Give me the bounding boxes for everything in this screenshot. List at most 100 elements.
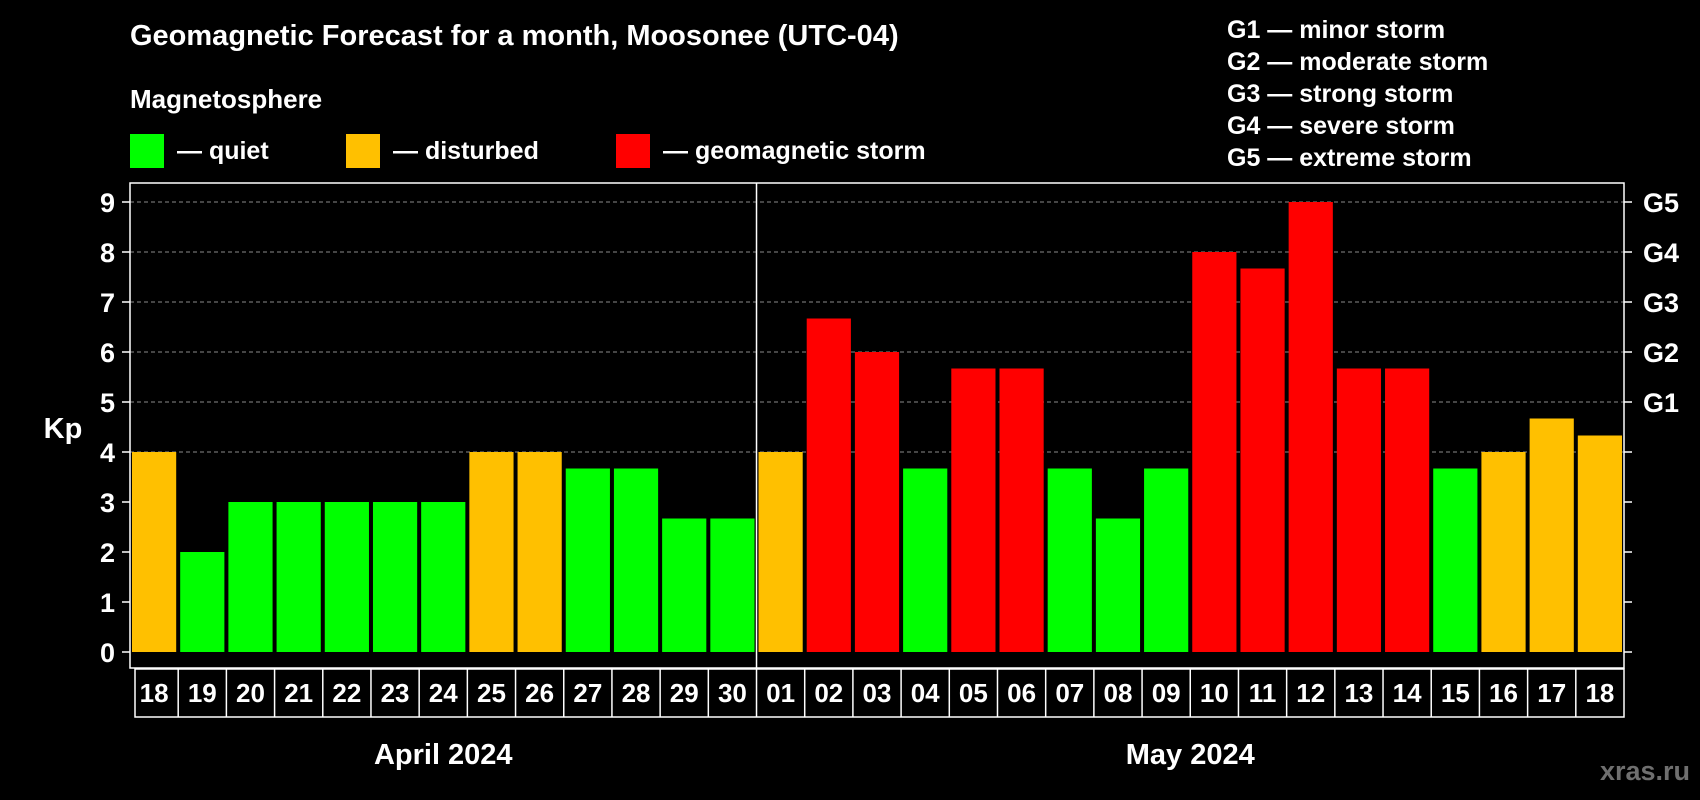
date-label-0: 18 xyxy=(140,678,169,708)
bar-30 xyxy=(1577,435,1622,652)
g-scale-label-G3: G3 xyxy=(1643,288,1679,318)
date-label-14: 02 xyxy=(814,678,843,708)
bar-6 xyxy=(421,502,466,652)
bar-7 xyxy=(469,452,514,652)
y-tick-label-4: 4 xyxy=(100,438,115,468)
legend-storm: — geomagnetic storm xyxy=(616,134,926,168)
storm-scale-g1: G1 — minor storm xyxy=(1227,16,1446,44)
y-tick-label-0: 0 xyxy=(100,638,115,668)
date-label-5: 23 xyxy=(381,678,410,708)
watermark: xras.ru xyxy=(1599,756,1690,786)
date-label-25: 13 xyxy=(1344,678,1373,708)
plot-frame xyxy=(129,182,1625,669)
g-scale-label-G2: G2 xyxy=(1643,338,1679,368)
legend-disturbed-swatch xyxy=(346,134,380,168)
date-label-20: 08 xyxy=(1104,678,1133,708)
bar-5 xyxy=(372,502,418,652)
legend-quiet-swatch xyxy=(130,134,164,168)
date-label-11: 29 xyxy=(670,678,699,708)
bar-8 xyxy=(517,452,562,652)
bar-13 xyxy=(758,452,803,652)
date-label-26: 14 xyxy=(1393,678,1422,708)
date-label-18: 06 xyxy=(1007,678,1036,708)
legend-quiet: — quiet xyxy=(130,134,269,168)
legend-disturbed-label: — disturbed xyxy=(393,136,539,165)
bar-28 xyxy=(1481,452,1526,652)
y-tick-label-9: 9 xyxy=(100,188,115,218)
date-label-30: 18 xyxy=(1585,678,1614,708)
bar-23 xyxy=(1240,268,1285,652)
legend-storm-swatch xyxy=(616,134,650,168)
date-label-23: 11 xyxy=(1249,678,1277,708)
date-label-3: 21 xyxy=(284,678,313,708)
y-tick-label-2: 2 xyxy=(100,538,115,568)
date-label-6: 24 xyxy=(429,678,458,708)
legend-disturbed: — disturbed xyxy=(346,134,539,168)
date-row-frame xyxy=(134,668,1625,718)
y-axis-label: Kp xyxy=(44,413,83,445)
date-label-12: 30 xyxy=(718,678,747,708)
date-label-4: 22 xyxy=(332,678,361,708)
bar-11 xyxy=(662,518,707,652)
bar-24 xyxy=(1288,202,1333,652)
y-tick-label-6: 6 xyxy=(100,338,115,368)
date-label-21: 09 xyxy=(1152,678,1181,708)
chart-title: Geomagnetic Forecast for a month, Mooson… xyxy=(130,20,899,52)
bar-10 xyxy=(613,468,659,652)
bar-1 xyxy=(180,552,225,652)
date-label-17: 05 xyxy=(959,678,988,708)
bar-3 xyxy=(276,502,321,652)
bar-17 xyxy=(951,368,996,652)
bar-2 xyxy=(228,502,273,652)
date-label-27: 15 xyxy=(1441,678,1470,708)
legend-storm-label: — geomagnetic storm xyxy=(663,136,926,165)
y-tick-label-8: 8 xyxy=(100,238,115,268)
bar-26 xyxy=(1385,368,1430,652)
bar-16 xyxy=(903,468,948,652)
month-label-0: April 2024 xyxy=(374,739,513,771)
date-label-22: 10 xyxy=(1200,678,1229,708)
date-label-9: 27 xyxy=(573,678,602,708)
date-label-1: 19 xyxy=(188,678,217,708)
bar-12 xyxy=(710,518,755,652)
g-scale-label-G1: G1 xyxy=(1643,388,1679,418)
bar-25 xyxy=(1336,368,1382,652)
date-label-16: 04 xyxy=(911,678,940,708)
date-label-28: 16 xyxy=(1489,678,1518,708)
storm-scale-g2: G2 — moderate storm xyxy=(1227,48,1489,76)
y-tick-label-5: 5 xyxy=(100,388,115,418)
y-tick-label-3: 3 xyxy=(100,488,115,518)
storm-scale-g4: G4 — severe storm xyxy=(1227,112,1455,140)
bar-9 xyxy=(565,468,610,652)
storm-scale-legend: G1 — minor storm G2 — moderate storm G3 … xyxy=(1227,14,1488,174)
bar-20 xyxy=(1095,518,1141,652)
bar-14 xyxy=(806,318,851,652)
y-tick-label-1: 1 xyxy=(100,588,115,618)
date-label-15: 03 xyxy=(863,678,892,708)
date-label-24: 12 xyxy=(1296,678,1325,708)
bar-15 xyxy=(854,352,900,652)
date-label-7: 25 xyxy=(477,678,506,708)
bar-4 xyxy=(324,502,369,652)
storm-scale-g5: G5 — extreme storm xyxy=(1227,144,1472,172)
legend-quiet-label: — quiet xyxy=(177,136,269,165)
date-label-8: 26 xyxy=(525,678,554,708)
y-tick-label-7: 7 xyxy=(100,288,115,318)
bar-19 xyxy=(1047,468,1092,652)
date-label-29: 17 xyxy=(1537,678,1566,708)
date-label-19: 07 xyxy=(1055,678,1084,708)
bar-27 xyxy=(1433,468,1478,652)
bar-21 xyxy=(1144,468,1189,652)
g-scale-label-G4: G4 xyxy=(1643,238,1679,268)
bar-0 xyxy=(132,452,177,652)
month-label-1: May 2024 xyxy=(1126,739,1255,771)
storm-scale-g3: G3 — strong storm xyxy=(1227,80,1454,108)
g-scale-label-G5: G5 xyxy=(1643,188,1679,218)
bar-18 xyxy=(999,368,1044,652)
legend-heading: Magnetosphere xyxy=(130,84,323,114)
date-label-13: 01 xyxy=(766,678,795,708)
bar-22 xyxy=(1192,252,1237,652)
date-label-2: 20 xyxy=(236,678,265,708)
date-label-10: 28 xyxy=(622,678,651,708)
